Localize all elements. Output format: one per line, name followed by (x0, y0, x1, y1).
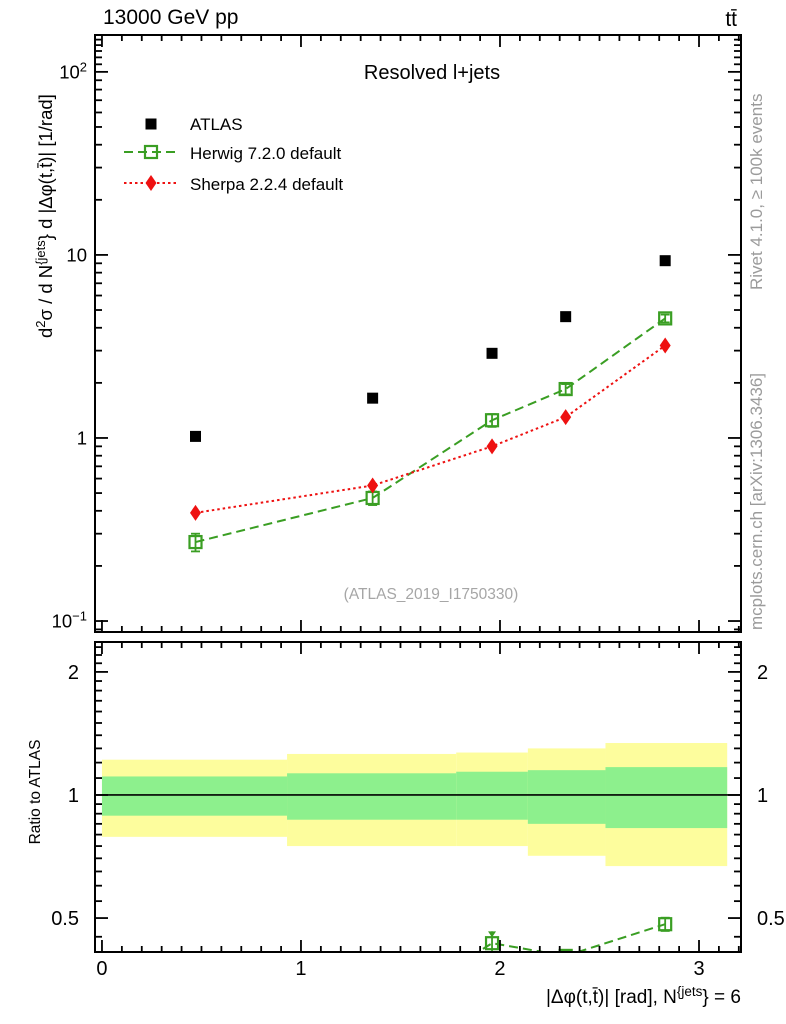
x-tick-label: 3 (693, 958, 704, 980)
data-series (188, 255, 673, 1024)
ratio-y-tick-label-left: 0.5 (51, 908, 79, 930)
legend-label-sherpa: Sherpa 2.2.4 default (190, 175, 343, 194)
ratio-series-line (477, 923, 666, 951)
series-line (195, 317, 666, 544)
ratio-band-green (605, 767, 728, 829)
ratio-band-green (101, 776, 288, 816)
series-Herwig 7.2.0 default (188, 311, 673, 553)
data-point-marker (484, 413, 500, 428)
data-point-marker (560, 311, 572, 323)
caption-mcplots-arxiv: mcplots.cern.ch [arXiv:1306.3436] (747, 373, 766, 630)
data-point-marker (558, 381, 573, 397)
main-y-tick-label: 1 (77, 427, 87, 448)
data-point-marker (486, 347, 498, 359)
ratio-data-point-marker (558, 948, 573, 951)
plot-title: Resolved l+jets (364, 62, 500, 84)
ratio-series-Herwig 7.2.0 default (367, 916, 673, 1024)
ratio-y-axis-title: Ratio to ATLAS (27, 740, 44, 845)
ratio-band-green (287, 773, 457, 820)
series-Sherpa 2.2.4 default (190, 337, 671, 521)
axis-tick-labels: 102 10 1 10−1 2 2 1 1 0.5 0.5 0 1 2 3 d2σ / d N{jets} … (33, 59, 785, 1008)
header-process: tt̄ (725, 8, 737, 31)
series-line (195, 344, 666, 514)
main-y-axis-title: d2σ / d N{jets} d |Δφ(t,t̄)| [1/rad] (33, 94, 56, 338)
data-point-marker (367, 392, 379, 404)
ratio-y-tick-label-left: 2 (68, 662, 79, 684)
legend-symbols (124, 118, 178, 191)
ratio-data-point-marker (367, 1012, 379, 1024)
data-point-marker (367, 477, 379, 494)
ratio-y-tick-label-right: 2 (757, 662, 768, 684)
data-point-marker (658, 311, 673, 326)
error-arrow-cap (488, 931, 497, 938)
data-point-marker (659, 255, 671, 267)
ratio-panel-frame (94, 641, 742, 953)
x-tick-label: 1 (295, 958, 306, 980)
data-point-marker (560, 409, 572, 426)
caption-rivet-version: Rivet 4.1.0, ≥ 100k events (747, 94, 766, 290)
data-point-marker (659, 337, 671, 354)
header-beam-energy: 13000 GeV pp (103, 6, 238, 29)
analysis-watermark: (ATLAS_2019_I1750330) (344, 586, 519, 603)
legend-marker-atlas (145, 118, 157, 130)
ratio-data-point-marker (484, 936, 500, 951)
ratio-y-tick-label-left: 1 (68, 785, 79, 807)
data-point-marker (188, 534, 203, 550)
legend-marker-herwig (143, 144, 159, 160)
main-y-tick-label: 102 (59, 59, 87, 82)
x-tick-label: 0 (96, 958, 107, 980)
data-point-marker (190, 504, 202, 521)
data-point-marker (486, 438, 498, 455)
ratio-data-point-marker (658, 917, 673, 932)
data-point-marker (190, 430, 202, 442)
axis-ticks (95, 35, 741, 952)
main-y-tick-label: 10−1 (52, 609, 87, 632)
panel-frames (94, 34, 742, 953)
legend-label-atlas: ATLAS (190, 115, 243, 134)
legend-label-herwig: Herwig 7.2.0 default (190, 144, 341, 163)
series-ATLAS (190, 255, 671, 442)
x-axis-title: |Δφ(t,t̄)| [rad], N{jets} = 6 (546, 984, 741, 1008)
main-y-tick-label: 10 (66, 244, 87, 265)
ratio-uncertainty-bands (95, 743, 741, 867)
ratio-y-tick-label-right: 0.5 (757, 908, 785, 930)
main-panel-frame (94, 34, 742, 633)
legend-marker-sherpa (145, 175, 157, 191)
ratio-band-green (527, 770, 606, 824)
x-tick-label: 2 (494, 958, 505, 980)
ratio-y-tick-label-right: 1 (757, 785, 768, 807)
